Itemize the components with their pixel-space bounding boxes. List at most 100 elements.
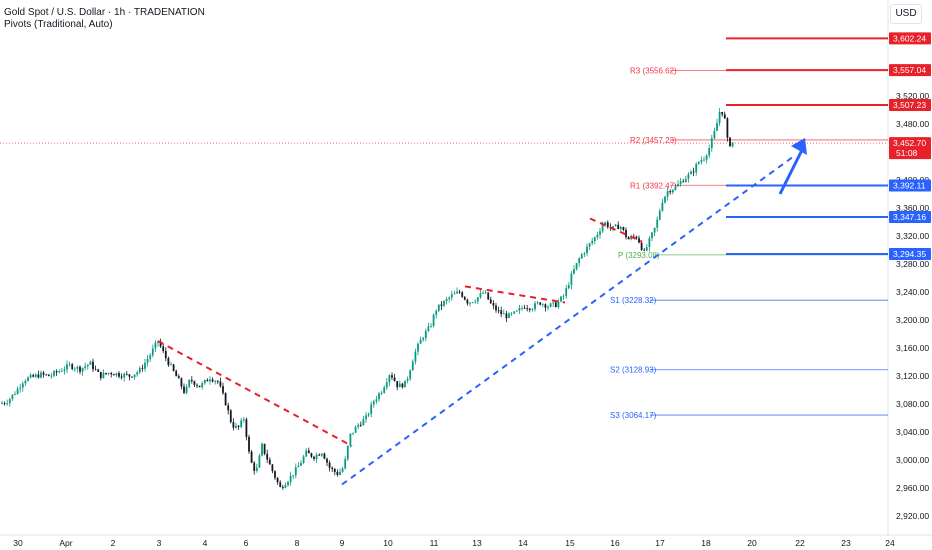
candle-body bbox=[562, 295, 565, 297]
pivot-label: R2 (3457.23) bbox=[630, 136, 677, 145]
candle-body bbox=[674, 186, 677, 190]
candle-body bbox=[76, 366, 79, 369]
forecast-arrow-shaft bbox=[778, 147, 805, 195]
candle-body bbox=[635, 236, 638, 239]
candle-body bbox=[383, 387, 386, 393]
x-tick-label: 10 bbox=[383, 538, 393, 548]
candle-body bbox=[133, 374, 136, 378]
candle-body bbox=[726, 118, 729, 138]
candle-body bbox=[315, 454, 318, 459]
candle-body bbox=[401, 383, 404, 388]
candle-body bbox=[333, 468, 336, 472]
trend-line bbox=[341, 156, 793, 486]
candle-body bbox=[565, 288, 568, 296]
candle-body bbox=[164, 351, 167, 359]
candle-body bbox=[294, 467, 297, 476]
candle-body bbox=[643, 249, 646, 251]
candle-body bbox=[653, 227, 656, 233]
candle-body bbox=[713, 130, 716, 139]
candle-body bbox=[424, 331, 427, 338]
candle-body bbox=[219, 381, 222, 387]
candle-body bbox=[700, 160, 703, 163]
candle-body bbox=[336, 471, 339, 475]
candle-body bbox=[344, 459, 347, 469]
candle-body bbox=[313, 456, 315, 459]
candle-body bbox=[94, 369, 97, 370]
currency-button[interactable]: USD bbox=[890, 4, 922, 24]
x-tick-label: 14 bbox=[518, 538, 528, 548]
candle-body bbox=[612, 226, 614, 228]
candle-body bbox=[614, 224, 617, 227]
candle-body bbox=[240, 420, 243, 427]
price-tag-label: 3,602.24 bbox=[893, 33, 926, 43]
candle-body bbox=[671, 189, 674, 193]
candle-body bbox=[729, 137, 731, 147]
pivot-label: S3 (3064.17) bbox=[610, 411, 657, 420]
candle-body bbox=[123, 373, 126, 378]
candle-body bbox=[510, 313, 513, 315]
y-tick-label: 3,000.00 bbox=[896, 455, 929, 465]
candle-body bbox=[497, 310, 500, 312]
price-tag-label: 3,557.04 bbox=[893, 65, 926, 75]
candle-body bbox=[300, 462, 302, 466]
candle-body bbox=[354, 426, 357, 433]
candle-body bbox=[362, 419, 365, 426]
candle-body bbox=[596, 234, 599, 238]
candle-body bbox=[203, 379, 206, 384]
candle-body bbox=[326, 458, 328, 463]
candle-body bbox=[162, 346, 165, 352]
candle-body bbox=[705, 155, 708, 160]
candle-body bbox=[487, 292, 490, 300]
candle-body bbox=[391, 375, 393, 378]
candle-body bbox=[489, 299, 492, 304]
candle-body bbox=[180, 378, 183, 387]
y-tick-label: 3,480.00 bbox=[896, 119, 929, 129]
candle-body bbox=[380, 392, 383, 394]
x-tick-label: Apr bbox=[59, 538, 72, 548]
y-tick-label: 3,360.00 bbox=[896, 203, 929, 213]
candle-body bbox=[648, 238, 651, 248]
candle-body bbox=[287, 481, 289, 486]
candle-body bbox=[677, 184, 679, 187]
x-tick-label: 6 bbox=[244, 538, 249, 548]
candle-body bbox=[81, 367, 84, 372]
candle-body bbox=[463, 296, 466, 300]
candle-body bbox=[190, 379, 193, 382]
forecast-arrow-head bbox=[791, 138, 807, 155]
price-tag-label: 3,294.35 bbox=[893, 249, 926, 259]
candle-body bbox=[45, 374, 48, 376]
price-tag bbox=[889, 137, 931, 160]
candle-body bbox=[261, 443, 263, 456]
price-tag bbox=[889, 210, 931, 223]
candle-body bbox=[375, 399, 378, 402]
candle-body bbox=[552, 302, 555, 304]
candle-body bbox=[40, 372, 42, 378]
candle-body bbox=[185, 386, 188, 393]
candle-body bbox=[606, 222, 609, 228]
candle-body bbox=[34, 374, 37, 377]
x-tick-label: 11 bbox=[430, 538, 439, 548]
x-tick-label: 2 bbox=[111, 538, 116, 548]
candle-body bbox=[500, 310, 503, 315]
candle-body bbox=[227, 405, 230, 411]
candle-body bbox=[703, 159, 705, 161]
y-tick-label: 3,080.00 bbox=[896, 399, 929, 409]
candle-body bbox=[570, 273, 573, 286]
x-tick-label: 13 bbox=[472, 538, 482, 548]
candle-body bbox=[638, 238, 640, 243]
candle-body bbox=[656, 219, 659, 228]
candle-body bbox=[198, 385, 201, 388]
candle-body bbox=[97, 369, 100, 372]
candle-body bbox=[471, 302, 474, 304]
y-tick-label: 3,160.00 bbox=[896, 343, 929, 353]
candle-body bbox=[456, 291, 458, 294]
candle-body bbox=[398, 383, 401, 388]
candle-body bbox=[125, 373, 128, 375]
candle-body bbox=[679, 181, 682, 185]
price-tag bbox=[889, 32, 931, 45]
candle-body bbox=[24, 380, 27, 384]
candle-body bbox=[461, 292, 464, 297]
candle-body bbox=[601, 224, 604, 232]
candle-body bbox=[328, 462, 331, 468]
candle-body bbox=[708, 148, 711, 156]
